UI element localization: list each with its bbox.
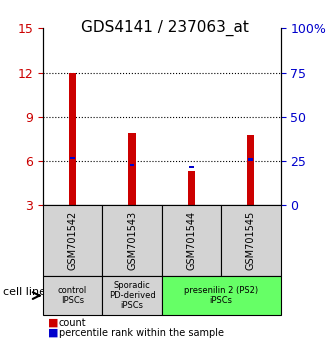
Bar <box>70 157 75 159</box>
Bar <box>130 164 134 166</box>
Text: percentile rank within the sample: percentile rank within the sample <box>59 328 224 338</box>
Text: presenilin 2 (PS2)
iPSCs: presenilin 2 (PS2) iPSCs <box>184 286 258 305</box>
Text: control
IPSCs: control IPSCs <box>58 286 87 305</box>
Text: GSM701545: GSM701545 <box>246 211 256 270</box>
Bar <box>69 73 76 205</box>
Text: GSM701542: GSM701542 <box>68 211 78 270</box>
Bar <box>189 166 194 168</box>
Text: GSM701543: GSM701543 <box>127 211 137 270</box>
Text: ■: ■ <box>48 328 58 338</box>
Bar <box>188 171 195 205</box>
Bar <box>128 133 136 205</box>
Text: GSM701544: GSM701544 <box>186 211 196 270</box>
Bar <box>247 135 254 205</box>
Text: Sporadic
PD-derived
iPSCs: Sporadic PD-derived iPSCs <box>109 281 155 310</box>
Text: count: count <box>59 318 86 328</box>
Text: cell line: cell line <box>3 287 46 297</box>
Text: GDS4141 / 237063_at: GDS4141 / 237063_at <box>81 19 249 36</box>
Text: ■: ■ <box>48 318 58 328</box>
Bar <box>248 159 253 161</box>
